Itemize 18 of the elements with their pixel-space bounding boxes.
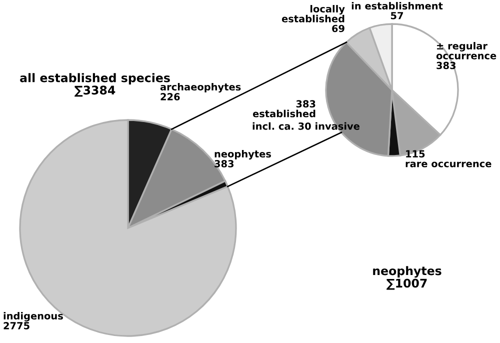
slice-label: rare occurrence	[406, 162, 492, 168]
data-label: 115	[406, 150, 425, 158]
data-label: 383	[214, 160, 234, 168]
text: neophytes ∑1007	[373, 266, 442, 290]
data-label: 383	[296, 100, 316, 108]
text: incl. ca. 30 invasive	[252, 122, 360, 130]
data-label: 2775	[4, 322, 30, 330]
slice-label: indigenous	[4, 312, 63, 322]
data-label: 383	[436, 62, 456, 70]
slice-label: ± regular occurrence	[436, 42, 496, 60]
slice-label: neophytes	[214, 150, 271, 160]
data-label: 226	[160, 93, 180, 100]
slice-label: established	[252, 110, 316, 118]
slice-label: archaeophytes	[160, 83, 241, 92]
data-label: 57	[390, 12, 403, 20]
slice-label: locally established	[282, 5, 345, 22]
slice-label: in establishment	[352, 2, 443, 10]
data-label: 69	[332, 24, 344, 32]
